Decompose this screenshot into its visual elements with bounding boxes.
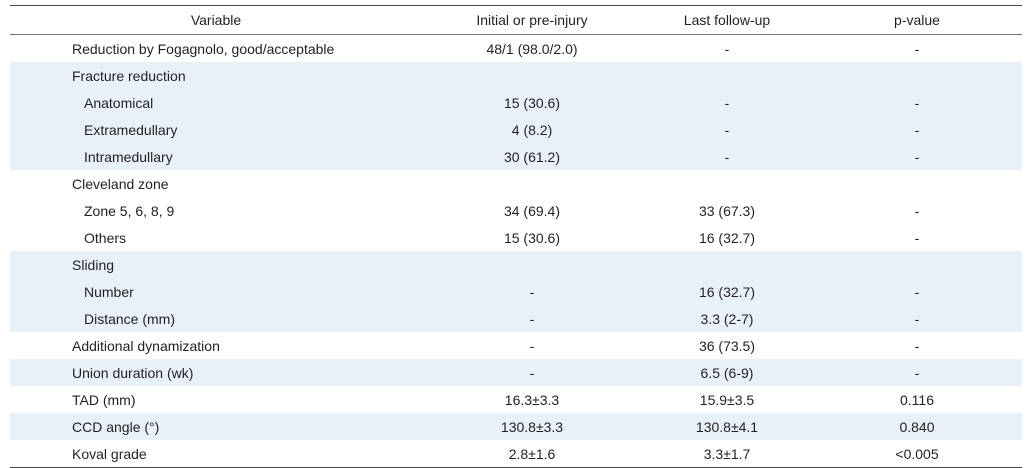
row-label: Others <box>84 229 127 246</box>
cell-p: - <box>812 143 1022 170</box>
table-row: Cleveland zone <box>10 170 1022 197</box>
table-row: Intramedullary 30 (61.2) - - <box>10 143 1022 170</box>
table-row: Others 15 (30.6) 16 (32.7) - <box>10 224 1022 251</box>
cell-last: - <box>642 89 812 116</box>
cell-last: 33 (67.3) <box>698 202 756 219</box>
cell-initial: - <box>422 305 642 332</box>
cell-p: 0.840 <box>812 413 1022 440</box>
table-row: Extramedullary 4 (8.2) - - <box>10 116 1022 143</box>
row-label: TAD (mm) <box>72 391 136 408</box>
header-p-value: p-value <box>812 5 1022 35</box>
table-row: Koval grade 2.8±1.6 3.3±1.7 <0.005 <box>10 440 1022 468</box>
cell-initial: 15 (30.6) <box>422 89 642 116</box>
row-label: Distance (mm) <box>10 305 422 332</box>
cell-initial: - <box>422 278 642 305</box>
cell-last <box>642 170 812 197</box>
table-row: Anatomical 15 (30.6) - - <box>10 89 1022 116</box>
cell-p: - <box>812 278 1022 305</box>
row-label: CCD angle (°) <box>10 413 422 440</box>
cell-initial: 48/1 (98.0/2.0) <box>486 40 578 57</box>
cell-p: - <box>914 202 920 219</box>
cell-last: 15.9±3.5 <box>699 391 755 408</box>
cell-initial <box>422 251 642 278</box>
header-row: Variable Initial or pre-injury Last foll… <box>10 5 1022 35</box>
table-row: Union duration (wk) - 6.5 (6-9) - <box>10 359 1022 386</box>
cell-initial <box>422 62 642 89</box>
row-label: Additional dynamization <box>72 337 220 354</box>
row-label: Number <box>10 278 422 305</box>
table-row: TAD (mm) 16.3±3.3 15.9±3.5 0.116 <box>10 386 1022 413</box>
header-initial: Initial or pre-injury <box>422 5 642 35</box>
cell-last: 3.3 (2-7) <box>642 305 812 332</box>
row-label: Union duration (wk) <box>10 359 422 386</box>
row-label: Fracture reduction <box>10 62 422 89</box>
cell-initial: 130.8±3.3 <box>422 413 642 440</box>
table-row: Sliding <box>10 251 1022 278</box>
table-row: Reduction by Fogagnolo, good/acceptable … <box>10 35 1022 63</box>
row-label: Extramedullary <box>10 116 422 143</box>
cell-initial: 15 (30.6) <box>503 229 561 246</box>
cell-initial: 34 (69.4) <box>503 202 561 219</box>
header-last-follow-up: Last follow-up <box>642 5 812 35</box>
cell-p: - <box>914 229 920 246</box>
cell-last: 16 (32.7) <box>642 278 812 305</box>
cell-initial: - <box>529 337 535 354</box>
cell-p: - <box>914 40 920 57</box>
cell-last: 6.5 (6-9) <box>642 359 812 386</box>
table-row: CCD angle (°) 130.8±3.3 130.8±4.1 0.840 <box>10 413 1022 440</box>
cell-p: - <box>914 337 920 354</box>
table-row: Zone 5, 6, 8, 9 34 (69.4) 33 (67.3) - <box>10 197 1022 224</box>
header-variable: Variable <box>10 5 422 35</box>
cell-initial <box>422 170 642 197</box>
results-table: Variable Initial or pre-injury Last foll… <box>10 5 1022 468</box>
table-row: Additional dynamization - 36 (73.5) - <box>10 332 1022 359</box>
cell-p: - <box>812 305 1022 332</box>
row-label: Zone 5, 6, 8, 9 <box>84 202 175 219</box>
row-label: Cleveland zone <box>72 175 169 192</box>
table-row: Number - 16 (32.7) - <box>10 278 1022 305</box>
cell-initial: 16.3±3.3 <box>504 391 560 408</box>
table-row: Fracture reduction <box>10 62 1022 89</box>
cell-last: 3.3±1.7 <box>642 440 812 468</box>
cell-p <box>812 251 1022 278</box>
row-label: Reduction by Fogagnolo, good/acceptable <box>72 40 335 57</box>
row-label: Sliding <box>10 251 422 278</box>
cell-last: - <box>642 116 812 143</box>
cell-last: - <box>642 143 812 170</box>
cell-p: - <box>812 359 1022 386</box>
cell-last: 36 (73.5) <box>698 337 756 354</box>
table-row: Distance (mm) - 3.3 (2-7) - <box>10 305 1022 332</box>
row-label: Intramedullary <box>10 143 422 170</box>
row-label: Koval grade <box>10 440 422 468</box>
cell-p: 0.116 <box>900 391 934 408</box>
cell-initial: - <box>422 359 642 386</box>
cell-initial: 30 (61.2) <box>422 143 642 170</box>
cell-p <box>812 170 1022 197</box>
cell-p: - <box>812 116 1022 143</box>
row-label: Anatomical <box>10 89 422 116</box>
cell-p: - <box>812 89 1022 116</box>
cell-p: <0.005 <box>812 440 1022 468</box>
cell-initial: 4 (8.2) <box>422 116 642 143</box>
cell-last <box>642 62 812 89</box>
cell-initial: 2.8±1.6 <box>422 440 642 468</box>
cell-last: - <box>724 40 730 57</box>
cell-last: 130.8±4.1 <box>642 413 812 440</box>
cell-last <box>642 251 812 278</box>
cell-last: 16 (32.7) <box>698 229 756 246</box>
cell-p <box>812 62 1022 89</box>
